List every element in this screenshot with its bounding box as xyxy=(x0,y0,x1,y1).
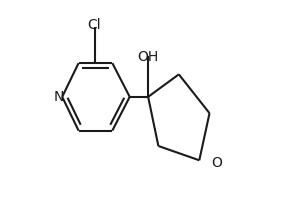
Text: O: O xyxy=(212,156,222,170)
Text: Cl: Cl xyxy=(87,18,101,32)
Text: N: N xyxy=(54,90,64,104)
Text: OH: OH xyxy=(137,50,159,64)
